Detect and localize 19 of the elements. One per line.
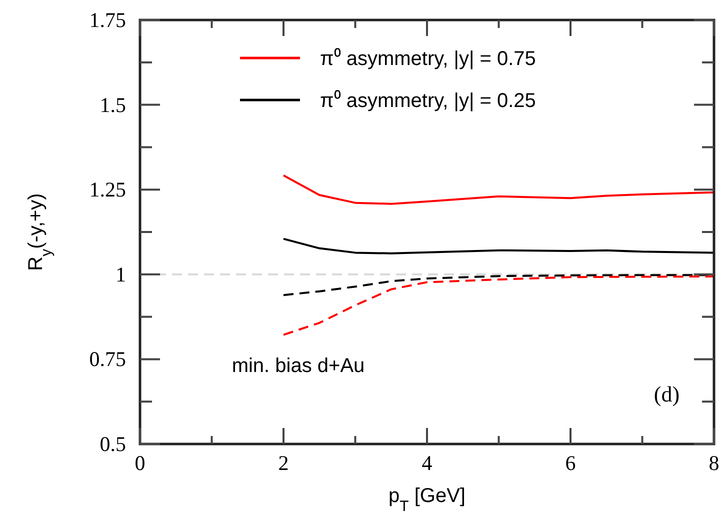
y-tick-label: 0.5 xyxy=(100,432,126,456)
x-tick-label: 0 xyxy=(134,451,146,475)
y-tick-label: 0.75 xyxy=(89,347,126,372)
y-tick-label: 1.5 xyxy=(100,92,126,117)
legend-label: π⁰ asymmetry, |y| = 0.75 xyxy=(320,47,536,70)
annotation: (d) xyxy=(654,382,680,407)
y-tick-label: 1 xyxy=(116,262,126,286)
line-series xyxy=(282,275,715,336)
y-tick-label: 1.75 xyxy=(89,8,126,32)
annotation: min. bias d+Au xyxy=(232,354,365,377)
legend-label: π⁰ asymmetry, |y| = 0.25 xyxy=(320,89,536,112)
x-tick-label: 8 xyxy=(708,451,720,475)
line-series xyxy=(282,238,715,254)
x-tick-label: 6 xyxy=(565,451,576,475)
line-series xyxy=(282,174,715,205)
x-tick-label: 2 xyxy=(278,451,289,475)
y-tick-label: 1.25 xyxy=(89,178,126,202)
x-axis-title: p$_{T}$ [GeV] xyxy=(388,485,466,514)
x-tick-label: 4 xyxy=(422,451,433,475)
